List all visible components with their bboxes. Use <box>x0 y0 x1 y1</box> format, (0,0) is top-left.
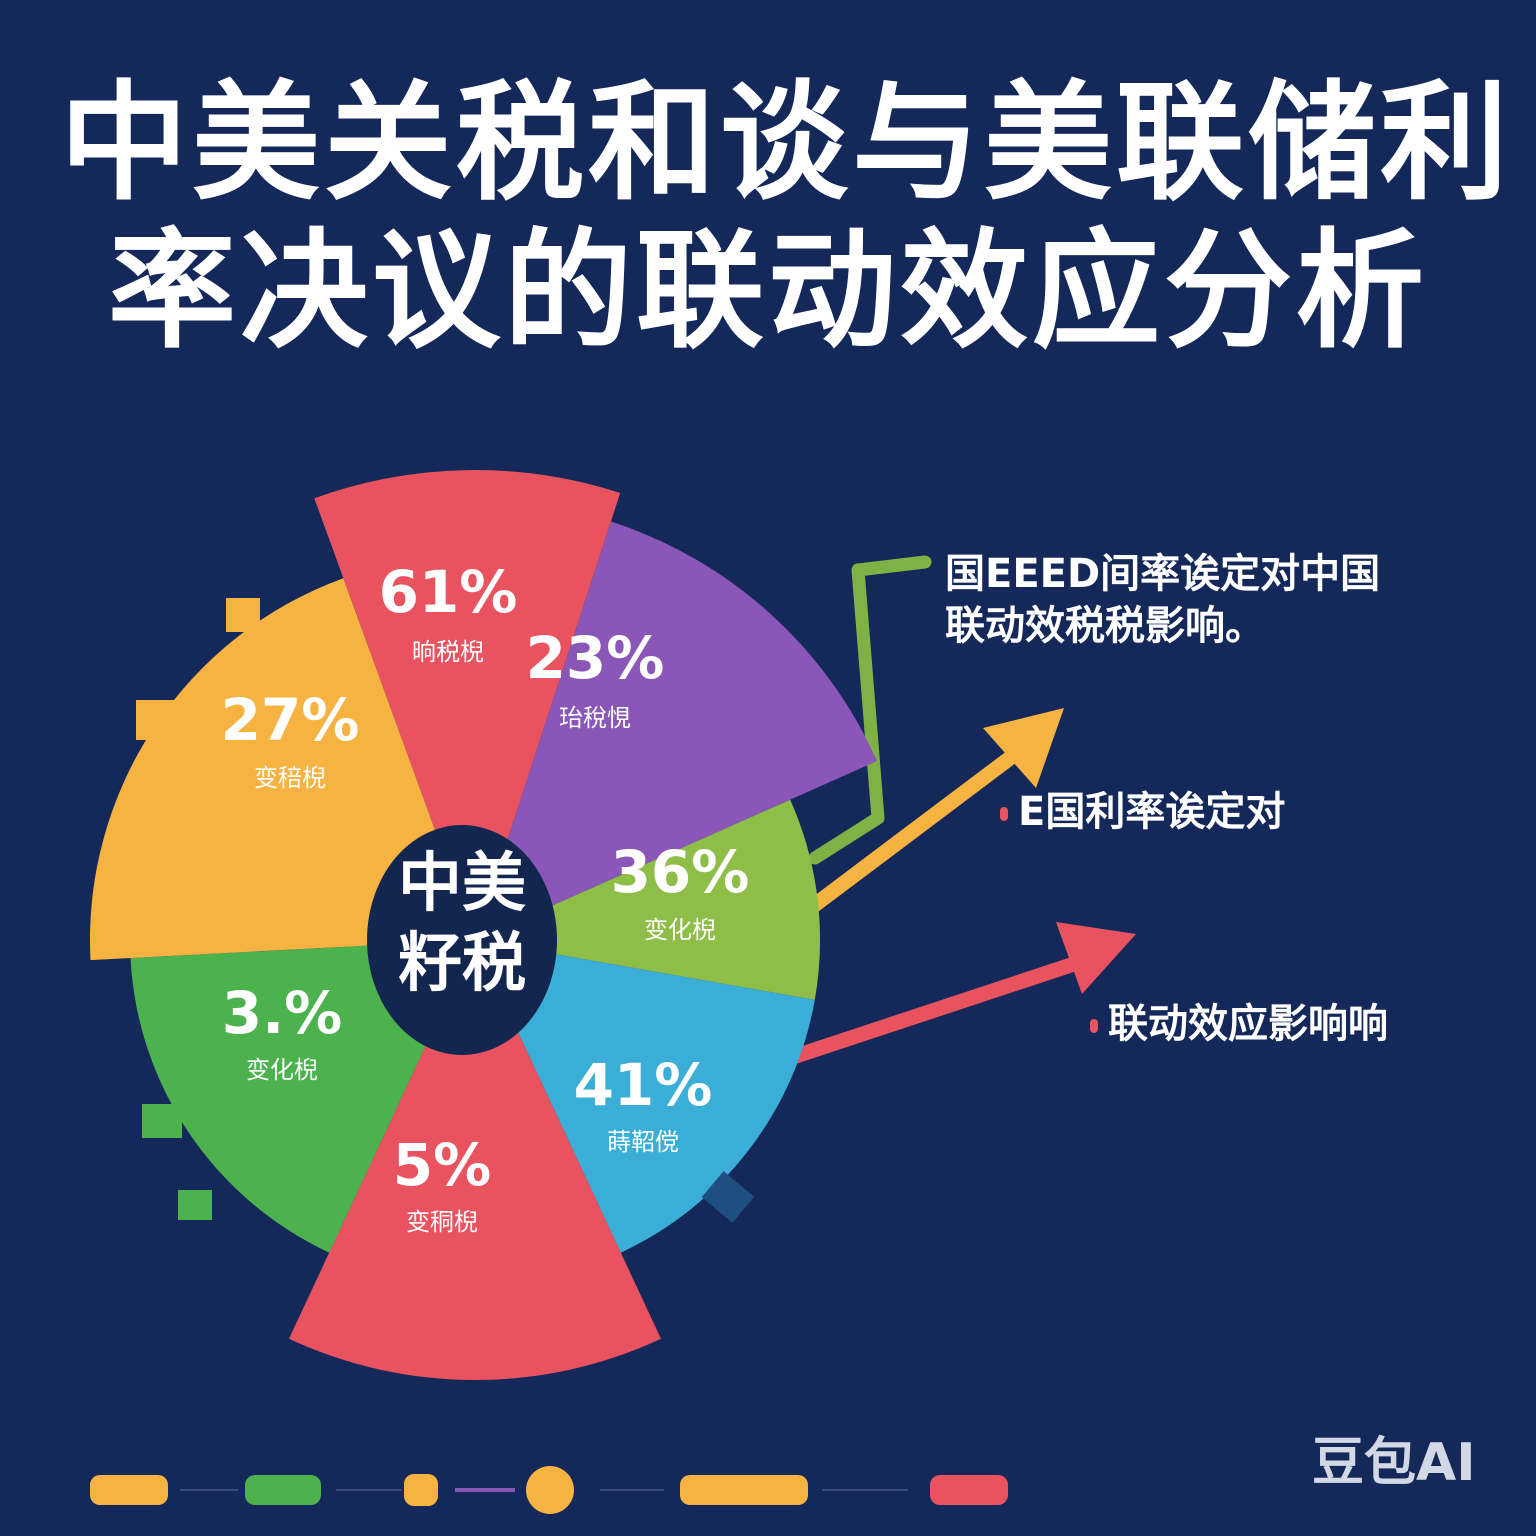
annotation-text: E国利率诶定对 <box>1018 789 1286 835</box>
center-ellipse <box>367 825 557 1055</box>
pie-slices <box>89 469 877 1381</box>
slice-category-label: 蒔鞀傥 <box>607 1128 679 1156</box>
slice-value-label: 23% <box>526 624 665 692</box>
annotation-linkage-effect: 联动效应影响响 <box>1090 1000 1388 1048</box>
watermark-logo: 豆包AI <box>1312 1433 1476 1493</box>
arrow-head-orange-icon <box>983 708 1064 788</box>
pie-slice-7 <box>89 578 476 961</box>
title-line-2: 率决议的联动效应分析 <box>107 217 1428 366</box>
slice-value-label: 61% <box>379 558 518 626</box>
center-badge: 中美 籽税 <box>367 825 557 1055</box>
slice-value-label: 5% <box>393 1131 491 1199</box>
slice-category-label: 珆稅悓 <box>559 704 631 732</box>
legend-swatch <box>404 1474 438 1506</box>
slice-value-label: 3.% <box>222 979 343 1047</box>
arrow-head-red-icon <box>1056 922 1136 994</box>
slice-value-label: 36% <box>611 838 750 906</box>
slice-notches <box>136 540 755 1223</box>
slice-category-label: 变稖棿 <box>254 764 326 792</box>
slice-value-label: 27% <box>221 686 360 754</box>
legend-dot <box>526 1466 574 1514</box>
annotation-line-1: 国EEED间率诶定对中国 <box>945 551 1381 597</box>
pie-slice-1 <box>314 469 621 940</box>
pie-slice-3 <box>475 799 821 1000</box>
pie-slice-4 <box>475 940 815 1253</box>
rim-notch <box>136 700 174 740</box>
annotation-text: 联动效应影响响 <box>1108 1001 1388 1047</box>
slice-category-label: 变秱棿 <box>406 1208 478 1236</box>
slice-category-label: 变化棿 <box>644 916 716 944</box>
legend-swatch <box>90 1475 168 1505</box>
slice-value-label: 41% <box>574 1051 713 1119</box>
rim-notch <box>641 540 695 592</box>
center-label-line-1: 中美 <box>398 847 526 921</box>
legend-bar <box>90 1466 1008 1514</box>
rim-notch <box>178 1190 212 1220</box>
legend-swatch <box>930 1475 1008 1505</box>
slice-category-label: 变化棿 <box>246 1056 318 1084</box>
center-label-line-2: 籽税 <box>398 927 526 1001</box>
pie-slice-5 <box>289 940 661 1381</box>
title-line-1: 中美关税和谈与美联储利 <box>60 69 1513 218</box>
slice-category-label: 晌税棿 <box>412 638 484 666</box>
annotation-rate-decision: E国利率诶定对 <box>1000 788 1285 836</box>
rim-notch <box>702 582 746 626</box>
annotation-line-2: 联动效税税影响。 <box>945 603 1265 649</box>
bullet-icon <box>1000 807 1008 821</box>
pie-slice-6 <box>130 940 475 1253</box>
slice-labels: 61% 晌税棿 23% 珆稅悓 36% 变化棿 41% 蒔鞀傥 5% 变秱棿 3.% 变化棿 27% 变稖… <box>221 558 750 1236</box>
rim-notch <box>142 1104 182 1138</box>
page-title: 中美关税和谈与美联储利 率决议的联动效应分析 <box>60 69 1513 366</box>
connector-line-green <box>808 555 932 865</box>
annotation-fed-rate: 国EEED间率诶定对中国 联动效税税影响。 <box>945 548 1380 652</box>
legend-swatch <box>680 1475 808 1505</box>
rim-notch <box>701 1171 755 1223</box>
rim-notch <box>226 598 260 632</box>
bullet-icon <box>1090 1019 1098 1033</box>
pie-slice-2 <box>475 521 877 940</box>
legend-swatch <box>245 1475 321 1505</box>
